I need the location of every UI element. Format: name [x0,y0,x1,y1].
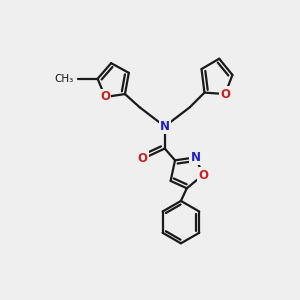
Text: O: O [100,91,110,103]
Text: CH₃: CH₃ [54,74,74,84]
Text: O: O [220,88,230,100]
Text: O: O [198,169,208,182]
Text: N: N [160,120,170,133]
Text: N: N [190,151,201,164]
Text: O: O [138,152,148,165]
